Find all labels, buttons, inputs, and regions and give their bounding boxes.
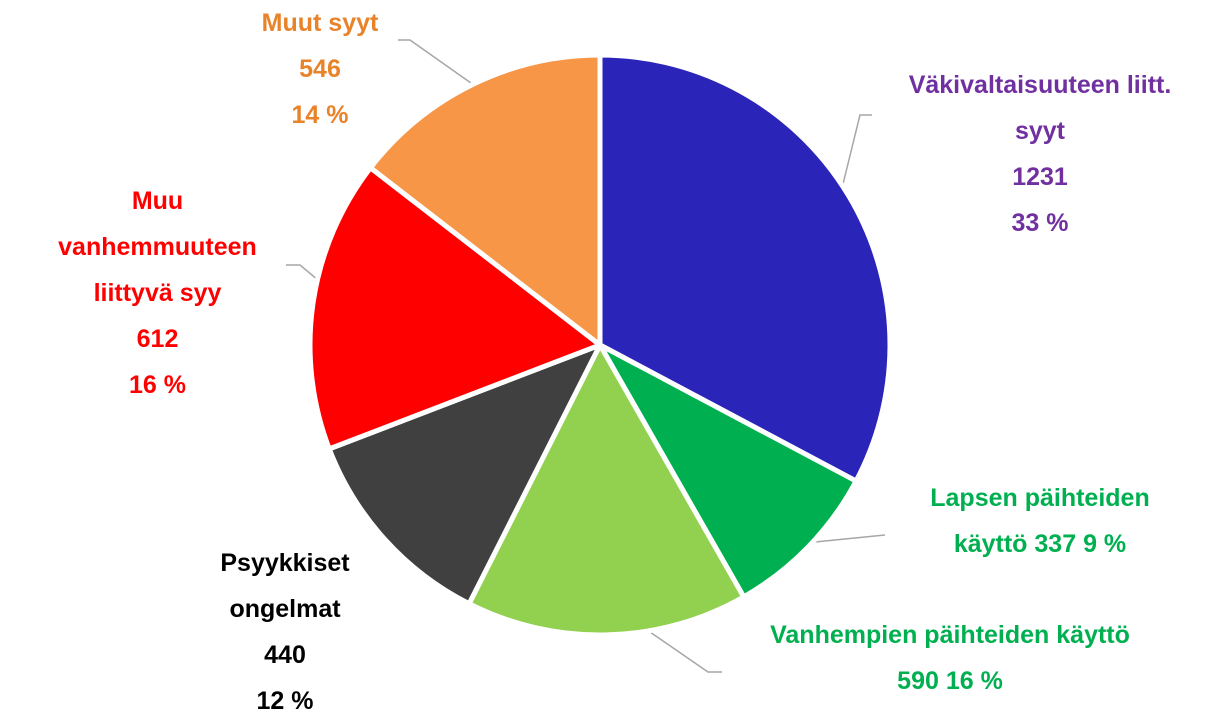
label-text: 590 xyxy=(897,667,939,695)
slice-label: Psyykkiset ongelmat 440 12 % xyxy=(190,540,380,724)
pie-slice xyxy=(367,52,603,348)
label-text: 612 xyxy=(136,325,179,353)
label-text: Väkivaltaisuuteen liitt. syyt xyxy=(908,71,1172,145)
label-text: Psyykkiset ongelmat xyxy=(220,549,350,623)
label-text: 12 % xyxy=(256,687,314,715)
label-text: 337 xyxy=(1034,530,1077,558)
leader-line xyxy=(649,631,722,673)
label-text: 14 % xyxy=(291,101,349,129)
label-text: 546 xyxy=(299,55,341,83)
slice-label: Muu vanhemmuuteen liittyvä syy 612 16 % xyxy=(45,178,270,408)
pie-slice xyxy=(307,165,603,452)
label-text: 16 % xyxy=(129,371,186,399)
slice-label: Vanhempien päihteiden käyttö 590 16 % xyxy=(760,612,1140,704)
leader-line xyxy=(398,39,479,89)
pie-slice xyxy=(326,342,603,607)
slice-label: Väkivaltaisuuteen liitt. syyt 1231 33 % xyxy=(905,62,1175,246)
label-text: Muu vanhemmuuteen liittyvä syy xyxy=(58,187,257,307)
label-text: Lapsen päihteiden käyttö xyxy=(930,484,1150,558)
label-text: 440 xyxy=(264,641,306,669)
label-text: 1231 xyxy=(1012,163,1068,191)
pie-slice xyxy=(597,342,859,600)
label-text: Vanhempien päihteiden käyttö xyxy=(770,621,1130,649)
slice-label: Muut syyt 546 14 % xyxy=(200,0,440,138)
slice-label: Lapsen päihteiden käyttö 337 9 % xyxy=(905,475,1175,567)
pie-slice xyxy=(466,342,747,638)
pie-slice xyxy=(597,52,893,484)
leader-line xyxy=(814,534,886,543)
leader-line xyxy=(841,114,872,189)
label-text: 16 % xyxy=(945,667,1003,695)
label-text: 33 % xyxy=(1011,209,1069,237)
label-text: 9 % xyxy=(1083,530,1127,558)
leader-lines xyxy=(286,39,886,673)
label-text: Muut syyt xyxy=(261,9,379,37)
